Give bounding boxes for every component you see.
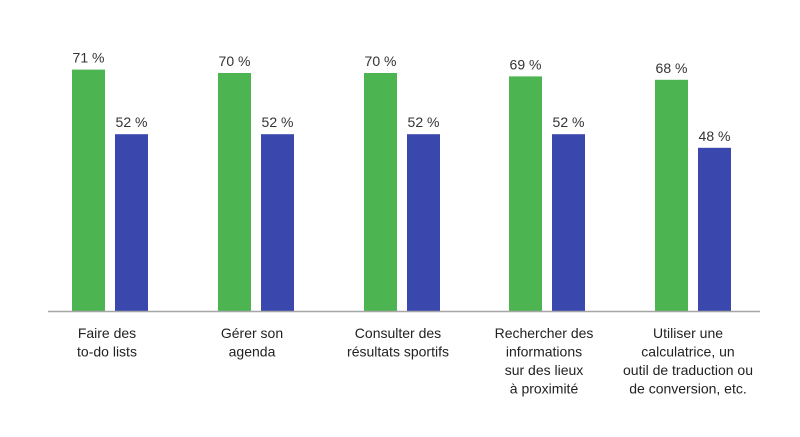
category-label-5-line-3: outil de traduction ou <box>623 362 753 378</box>
value-label-series2-cat3: 52 % <box>408 114 440 130</box>
bar-series2-cat3 <box>407 134 440 311</box>
bar-series2-cat2 <box>261 134 294 311</box>
bar-series1-cat2 <box>218 73 251 311</box>
category-label-5: Utiliser une calculatrice, un outil de tra… <box>623 325 753 397</box>
category-label-5-line-1: Utiliser une <box>653 325 723 341</box>
value-label-series2-cat5: 48 % <box>699 128 731 144</box>
category-label-5-line-4: de conversion, etc. <box>629 381 747 397</box>
value-label-series1-cat3: 70 % <box>365 53 397 69</box>
value-label-series1-cat2: 70 % <box>219 53 251 69</box>
category-label-2: Gérer son agenda <box>221 325 283 360</box>
bar-series1-cat4 <box>509 76 542 312</box>
category-label-2-line-1: Gérer son <box>221 325 283 341</box>
category-label-5-line-2: calculatrice, un <box>641 344 734 360</box>
value-label-series2-cat1: 52 % <box>116 114 148 130</box>
value-label-series1-cat4: 69 % <box>510 56 542 72</box>
category-label-3: Consulter des résultats sportifs <box>347 325 449 360</box>
value-label-series1-cat1: 71 % <box>73 50 105 66</box>
bar-series1-cat1 <box>72 69 105 311</box>
value-label-series2-cat4: 52 % <box>553 114 585 130</box>
bar-series2-cat4 <box>552 134 585 311</box>
category-label-4-line-4: à proximité <box>510 381 579 397</box>
category-label-4-line-2: informations <box>506 344 582 360</box>
category-label-2-line-2: agenda <box>229 344 276 360</box>
category-label-4: Rechercher des informations sur des lieux à… <box>495 325 594 397</box>
bar-series2-cat5 <box>698 147 731 311</box>
category-label-1: Faire des to-do lists <box>77 325 137 360</box>
category-label-1-line-2: to-do lists <box>77 344 137 360</box>
bar-series2-cat1 <box>115 134 148 311</box>
value-label-series2-cat2: 52 % <box>262 114 294 130</box>
category-label-1-line-1: Faire des <box>78 325 136 341</box>
category-label-3-line-2: résultats sportifs <box>347 344 449 360</box>
value-labels-layer: 71 % 70 % 70 % 69 % 68 % 52 % 52 % 52 % 52 % 48 % <box>73 50 731 144</box>
bars-layer <box>72 69 731 312</box>
category-label-3-line-1: Consulter des <box>355 325 441 341</box>
category-label-4-line-3: sur des lieux <box>505 362 584 378</box>
bar-series1-cat5 <box>655 79 688 311</box>
value-label-series1-cat5: 68 % <box>656 60 688 76</box>
category-labels-layer: Faire des to-do lists Gérer son agenda Consu… <box>77 325 753 397</box>
bar-series1-cat3 <box>364 73 397 311</box>
category-label-4-line-1: Rechercher des <box>495 325 594 341</box>
